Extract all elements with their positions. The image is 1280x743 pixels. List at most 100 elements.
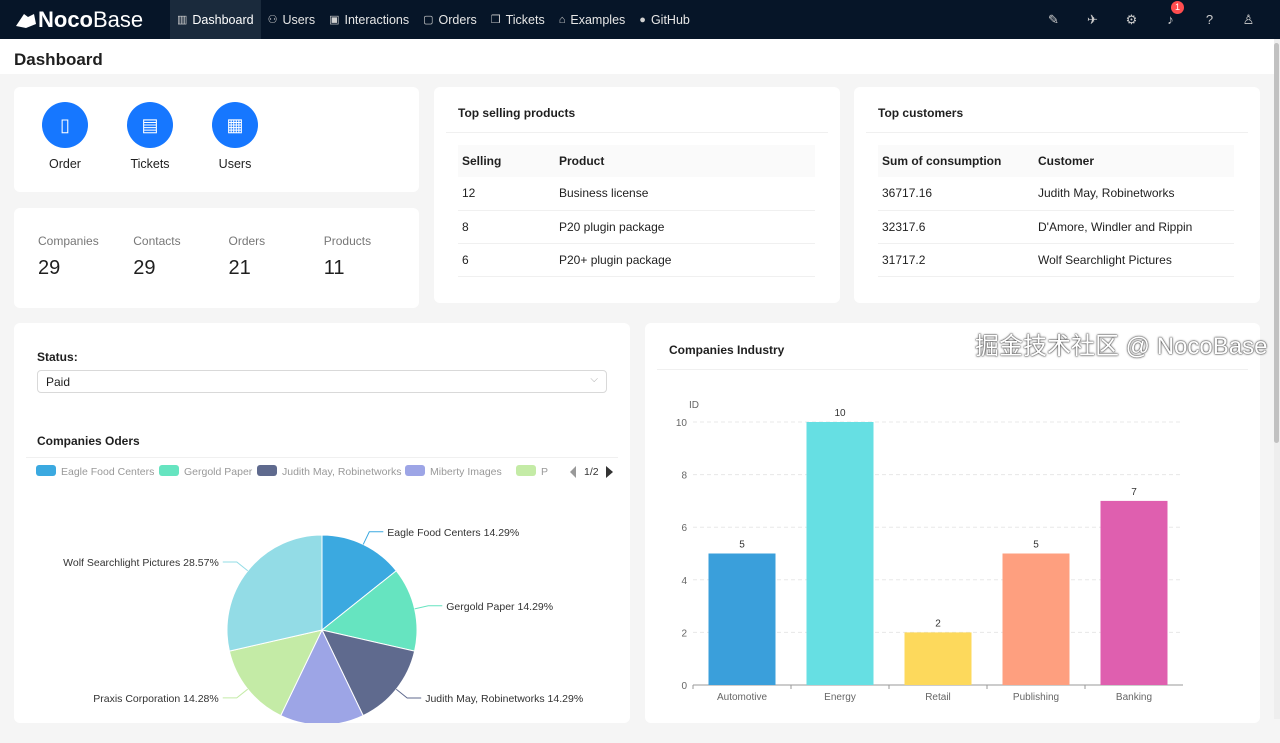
status-select[interactable]: Paid ⌵ [37, 370, 607, 393]
table-row[interactable]: 36717.16 Judith May, Robinetworks [878, 177, 1234, 211]
page-scrollbar[interactable] [1274, 39, 1280, 719]
y-tick-label: 10 [676, 418, 688, 429]
user-button[interactable]: ♙ [1229, 12, 1268, 28]
top-customers-card: Top customers Sum of consumption Customer… [854, 87, 1260, 303]
gear-icon: ⚙ [1125, 11, 1138, 27]
pie-slice [228, 629, 323, 717]
legend-swatch [257, 465, 277, 476]
help-icon: ? [1205, 12, 1214, 27]
bar-value-label: 10 [834, 408, 846, 419]
y-tick-label: 4 [681, 576, 687, 587]
legend-item: P [541, 466, 548, 478]
stat-value: 29 [133, 257, 156, 279]
stat-label: Orders [228, 234, 266, 248]
table-cell: 8 [458, 210, 555, 244]
nav-interactions[interactable]: ▣ Interactions [322, 0, 416, 39]
pie-label-line [395, 688, 422, 699]
table-cell: 31717.2 [878, 243, 1034, 277]
legend-swatch [516, 465, 536, 476]
bar-value-label: 7 [1131, 487, 1137, 498]
stats-card: Companies 29 Contacts 29 Orders 21 Products 11 [14, 208, 419, 308]
table-row[interactable]: 32317.6 D'Amore, Windler and Rippin [878, 210, 1234, 244]
nav-orders[interactable]: ▢ Orders [416, 0, 484, 39]
x-tick-label: Banking [1116, 692, 1152, 703]
bar-chart-icon: ▥ [177, 14, 188, 26]
bar-value-label: 5 [1033, 540, 1039, 551]
table-cell: Business license [555, 177, 815, 211]
companies-orders-card: Status: Paid ⌵ Companies Oders Eagle Food… [14, 323, 630, 723]
nav-tickets[interactable]: ❒ Tickets [484, 0, 552, 39]
table-cell: 32317.6 [878, 210, 1034, 244]
bell-button[interactable]: ♪ 1 [1151, 1, 1190, 27]
table-row[interactable]: 8 P20 plugin package [458, 210, 815, 244]
notification-badge: 1 [1171, 1, 1185, 14]
table-cell: Wolf Searchlight Pictures [1034, 243, 1234, 277]
highlighter-button[interactable]: ✎ [1034, 12, 1073, 28]
bar [708, 553, 776, 685]
legend-page: 1/2 [584, 466, 599, 478]
page-title: Dashboard [0, 39, 1274, 74]
users-icon: ⚇ [267, 14, 278, 26]
x-tick-label: Publishing [1013, 692, 1059, 703]
column-header: Product [555, 145, 815, 177]
nav-label: Examples [570, 12, 626, 27]
legend-item: Judith May, Robinetworks [282, 466, 401, 478]
plugin-button[interactable]: ✈ [1073, 12, 1112, 28]
quick-action-label: Order [49, 157, 81, 171]
y-tick-label: 0 [681, 681, 687, 692]
nav-users[interactable]: ⚇ Users [261, 0, 323, 39]
highlighter-icon: ✎ [1048, 11, 1059, 27]
main-nav: ▥ Dashboard ⚇ Users ▣ Interactions ▢ Orders ❒ Tic… [170, 0, 697, 39]
nav-dashboard[interactable]: ▥ Dashboard [170, 0, 261, 39]
stat-label: Companies [38, 234, 99, 248]
stat-label: Contacts [133, 234, 181, 248]
y-tick-label: 2 [681, 628, 687, 639]
column-header: Selling [458, 145, 555, 177]
pie-label: Judith May, Robinetworks 14.29% [425, 693, 583, 705]
y-tick-label: 6 [681, 523, 687, 534]
quick-action-tickets[interactable]: ▤ Tickets [127, 102, 173, 171]
table-row[interactable]: 12 Business license [458, 177, 815, 211]
table-cell: 12 [458, 177, 555, 211]
table-row[interactable]: 31717.2 Wolf Searchlight Pictures [878, 243, 1234, 277]
nav-label: GitHub [650, 12, 690, 27]
column-header: Sum of consumption [878, 145, 1034, 177]
nav-github[interactable]: ● GitHub [632, 0, 697, 39]
legend-swatch [159, 465, 179, 476]
top-customers-table: Sum of consumption Customer 36717.16 Judith… [878, 145, 1234, 277]
pie-label: Praxis Corporation 14.28% [93, 693, 218, 705]
legend-item: Gergold Paper [184, 466, 253, 478]
bar-chart-title: Companies Industry [669, 343, 785, 357]
gear-button[interactable]: ⚙ [1112, 12, 1151, 28]
quick-action-order[interactable]: ▯ Order [42, 102, 88, 171]
card-title: Top customers [878, 106, 964, 120]
pie-slice [226, 534, 323, 652]
top-products-table: Selling Product 12 Business license 8 P20 plu… [458, 145, 815, 277]
logo[interactable]: Noco Base [14, 7, 170, 33]
table-header: Selling Product [458, 145, 815, 177]
table-header: Sum of consumption Customer [878, 145, 1234, 177]
pie-slice [321, 534, 397, 632]
plugin-icon: ✈ [1087, 11, 1098, 27]
legend-swatch [405, 465, 425, 476]
pie-slice [321, 629, 416, 717]
bell-icon: ♪ [1167, 12, 1174, 27]
table-cell: P20 plugin package [555, 210, 815, 244]
column-header: Customer [1034, 145, 1234, 177]
top-selling-products-card: Top selling products Selling Product 12 Bus… [434, 87, 840, 303]
quick-action-users[interactable]: ▦ Users [212, 102, 258, 171]
nav-label: Users [282, 12, 316, 27]
table-cell: Judith May, Robinetworks [1034, 177, 1234, 211]
table-row[interactable]: 6 P20+ plugin package [458, 243, 815, 277]
pie-label-line [222, 688, 249, 699]
nav-examples[interactable]: ⌂ Examples [552, 0, 633, 39]
github-icon: ● [639, 13, 646, 26]
pie-label: Gergold Paper 14.29% [446, 601, 553, 613]
ticket-icon: ▤ [127, 102, 173, 148]
table-cell: 36717.16 [878, 177, 1034, 211]
legend-next-icon [606, 466, 613, 478]
pie-label-line [362, 531, 384, 545]
header-actions: ✎ ✈ ⚙ ♪ 1? ♙ [1034, 0, 1268, 39]
help-button[interactable]: ? [1190, 12, 1229, 27]
quick-action-label: Tickets [130, 157, 170, 171]
